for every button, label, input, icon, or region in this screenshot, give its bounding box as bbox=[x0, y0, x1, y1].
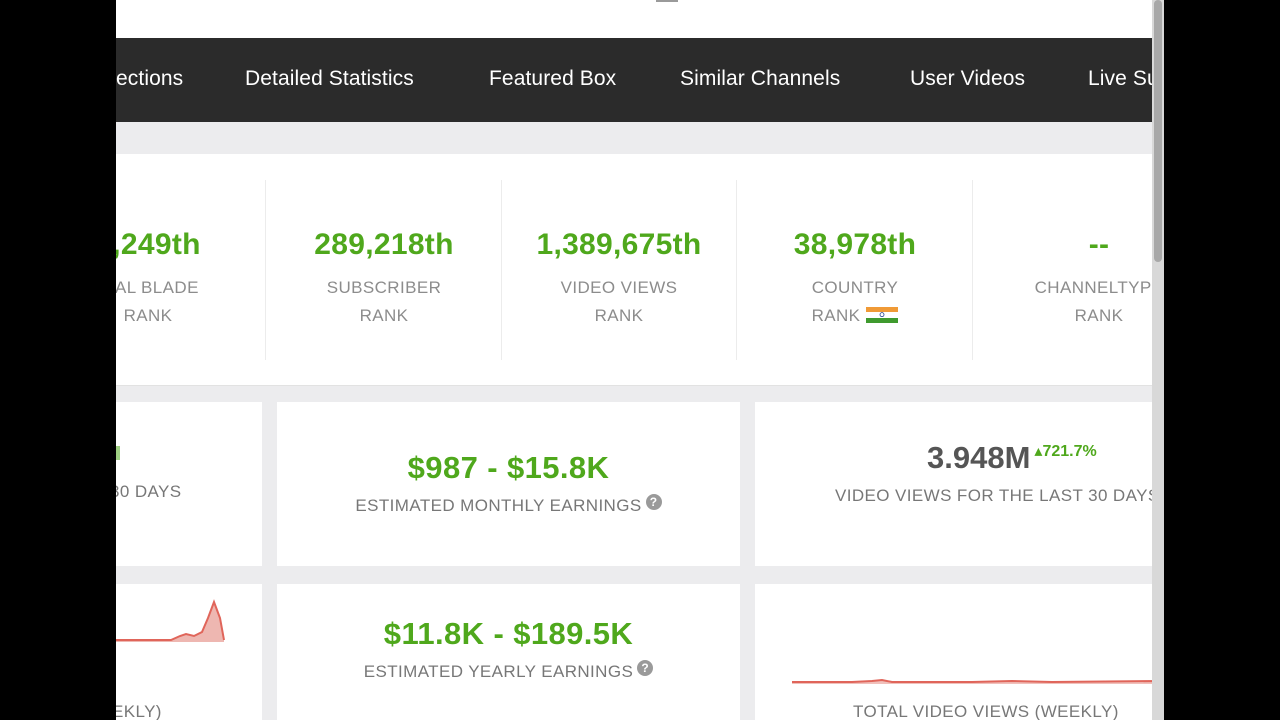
channeltype-rank-value: -- bbox=[1088, 228, 1110, 261]
chart-line bbox=[116, 599, 225, 641]
yearly-earnings-label: ESTIMATED YEARLY EARNINGS bbox=[363, 662, 634, 681]
rank-label-line2-with-flag: RANK bbox=[737, 302, 973, 330]
weekly-views-chart bbox=[792, 678, 1164, 684]
scrollbar-thumb[interactable] bbox=[1154, 0, 1162, 262]
rank-divider bbox=[265, 180, 266, 360]
gray-strip bbox=[116, 122, 1164, 154]
chart-line bbox=[792, 678, 1164, 684]
country-rank-label: COUNTRY RANK bbox=[737, 274, 973, 330]
rank-label-line2: RANK bbox=[1074, 306, 1124, 325]
partial-change-indicator bbox=[116, 446, 120, 460]
section-nav-bar: ections Detailed Statistics Featured Box… bbox=[116, 38, 1164, 122]
video-views-value-row: 3.948M ▴721.7% bbox=[927, 440, 1097, 476]
increase-arrow-icon: ▴ bbox=[1034, 443, 1043, 460]
rank-divider bbox=[736, 180, 737, 360]
rank-label-line2: RANK bbox=[594, 306, 644, 325]
rank-label-line1: SUBSCRIBER bbox=[326, 278, 442, 297]
video-views-value: 3.948M bbox=[927, 440, 1031, 475]
video-views-rank-value: 1,389,675th bbox=[536, 228, 702, 261]
monthly-earnings-card: $987 - $15.8K ESTIMATED MONTHLY EARNINGS… bbox=[277, 402, 740, 566]
rank-cell-channeltype: -- CHANNELTYPE RANK bbox=[981, 180, 1164, 360]
socialblade-rank-label: CIAL BLADE RANK bbox=[116, 274, 266, 330]
india-flag-icon bbox=[866, 307, 899, 323]
rank-cell-socialblade: 5,249th CIAL BLADE RANK bbox=[116, 180, 266, 360]
monthly-earnings-value: $987 - $15.8K bbox=[407, 450, 610, 485]
nav-item-similar-channels[interactable]: Similar Channels bbox=[680, 67, 841, 90]
rank-label-line2: RANK bbox=[359, 306, 409, 325]
yearly-earnings-label-row: ESTIMATED YEARLY EARNINGS? bbox=[277, 660, 740, 682]
rank-panel: 5,249th CIAL BLADE RANK 289,218th SUBSCR… bbox=[116, 154, 1164, 386]
nav-item-live-subscribers[interactable]: Live Su bbox=[1088, 67, 1159, 90]
chart-area bbox=[116, 602, 224, 642]
help-icon[interactable]: ? bbox=[645, 494, 662, 510]
page-viewport: ections Detailed Statistics Featured Box… bbox=[116, 0, 1164, 720]
rank-cell-video-views: 1,389,675th VIDEO VIEWS RANK bbox=[501, 180, 737, 360]
rank-label-line1: CIAL BLADE bbox=[116, 278, 199, 297]
top-bar bbox=[116, 0, 1164, 38]
rank-label-line1: VIDEO VIEWS bbox=[560, 278, 678, 297]
rank-divider bbox=[972, 180, 973, 360]
subscriber-rank-value: 289,218th bbox=[314, 228, 454, 261]
subscriber-rank-label: SUBSCRIBER RANK bbox=[266, 274, 502, 330]
rank-cell-country: 38,978th COUNTRY RANK bbox=[737, 180, 973, 360]
weekly-views-label: TOTAL VIDEO VIEWS (WEEKLY) bbox=[853, 702, 1119, 720]
yearly-earnings-card: $11.8K - $189.5K ESTIMATED YEARLY EARNIN… bbox=[277, 584, 740, 720]
socialblade-rank-value: 5,249th bbox=[116, 228, 201, 261]
nav-item-detailed-statistics[interactable]: Detailed Statistics bbox=[245, 67, 414, 90]
video-views-change: 721.7% bbox=[1042, 443, 1097, 460]
partial-card-label: 30 DAYS bbox=[116, 482, 182, 501]
country-rank-value: 38,978th bbox=[793, 228, 917, 261]
rank-divider bbox=[501, 180, 502, 360]
rank-label-line2: RANK bbox=[123, 306, 173, 325]
nav-item-user-videos[interactable]: User Videos bbox=[910, 67, 1026, 90]
channeltype-rank-label: CHANNELTYPE RANK bbox=[981, 274, 1164, 330]
help-icon[interactable]: ? bbox=[637, 660, 654, 676]
weekly-views-card: TOTAL VIDEO VIEWS (WEEKLY) bbox=[755, 584, 1164, 720]
top-bar-remnant bbox=[656, 0, 678, 2]
monthly-earnings-label-row: ESTIMATED MONTHLY EARNINGS? bbox=[277, 494, 740, 516]
monthly-earnings-label: ESTIMATED MONTHLY EARNINGS bbox=[355, 496, 642, 515]
video-views-label: VIDEO VIEWS FOR THE LAST 30 DAYS bbox=[835, 486, 1160, 505]
video-views-rank-label: VIDEO VIEWS RANK bbox=[501, 274, 737, 330]
nav-item-sections[interactable]: ections bbox=[116, 67, 184, 90]
nav-item-featured-box[interactable]: Featured Box bbox=[489, 67, 617, 90]
partial-weekly-chart bbox=[116, 599, 225, 642]
partial-chart-card: EKLY) bbox=[116, 584, 262, 720]
rank-cell-subscriber: 289,218th SUBSCRIBER RANK bbox=[266, 180, 502, 360]
views-change-row: ▴721.7% bbox=[1034, 443, 1096, 460]
yearly-earnings-value: $11.8K - $189.5K bbox=[383, 616, 634, 651]
video-views-card: 3.948M ▴721.7% VIDEO VIEWS FOR THE LAST 3… bbox=[755, 402, 1164, 566]
rank-label-line2: RANK bbox=[811, 306, 861, 325]
partial-stat-card: 30 DAYS bbox=[116, 402, 262, 566]
rank-label-line1: COUNTRY bbox=[811, 278, 899, 297]
page-scrollbar[interactable] bbox=[1152, 0, 1164, 720]
rank-label-line1: CHANNELTYPE bbox=[1034, 278, 1164, 297]
partial-weekly-label: EKLY) bbox=[116, 702, 162, 720]
